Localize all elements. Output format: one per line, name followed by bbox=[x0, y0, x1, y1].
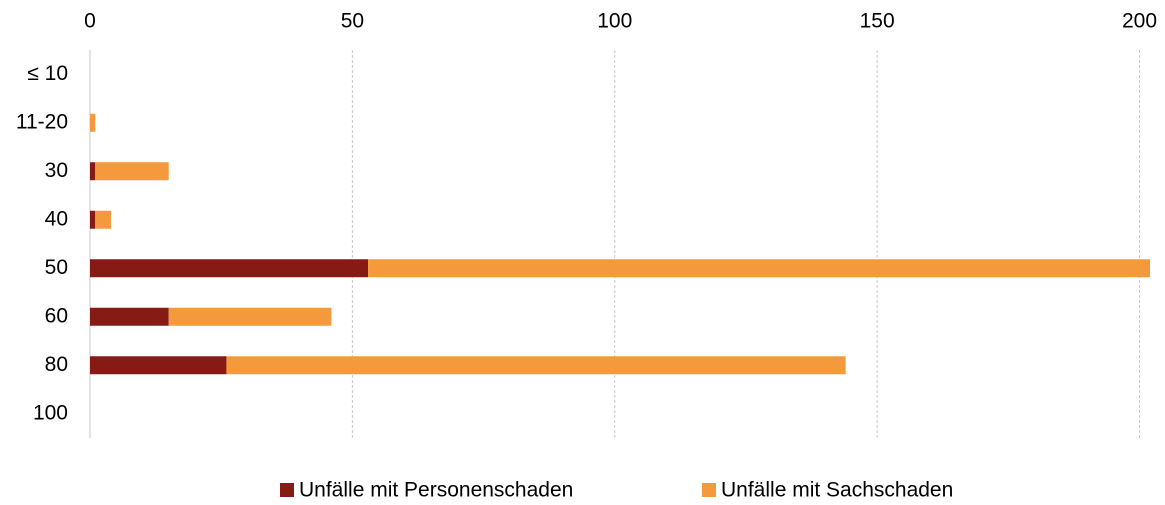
bar-segment bbox=[95, 210, 111, 229]
bar-segment bbox=[90, 113, 96, 132]
y-tick-label: 30 bbox=[45, 159, 68, 182]
x-tick-label: 50 bbox=[341, 10, 364, 33]
x-tick-label: 100 bbox=[597, 10, 632, 33]
bar-segment bbox=[368, 259, 1151, 278]
legend-swatch bbox=[702, 483, 716, 497]
y-tick-label: 50 bbox=[45, 256, 68, 279]
bar-segment bbox=[90, 259, 369, 278]
y-tick-label: 80 bbox=[45, 353, 68, 376]
bar-segment bbox=[90, 356, 227, 375]
bar-segment bbox=[168, 307, 332, 326]
bar-segment bbox=[90, 307, 169, 326]
bar-segment bbox=[95, 162, 169, 181]
x-tick-label: 200 bbox=[1122, 10, 1157, 33]
bar-segment bbox=[90, 162, 96, 181]
legend-label: Unfälle mit Sachschaden bbox=[721, 479, 953, 502]
y-tick-label: ≤ 10 bbox=[27, 62, 68, 85]
x-tick-label: 0 bbox=[84, 10, 96, 33]
legend-label: Unfälle mit Personenschaden bbox=[299, 479, 573, 502]
bar-segment bbox=[90, 210, 96, 229]
y-tick-label: 60 bbox=[45, 304, 68, 327]
x-tick-label: 150 bbox=[860, 10, 895, 33]
legend-swatch bbox=[280, 483, 294, 497]
bar-segment bbox=[226, 356, 846, 375]
y-tick-label: 100 bbox=[33, 401, 68, 424]
y-tick-label: 40 bbox=[45, 207, 68, 230]
y-tick-label: 11-20 bbox=[16, 110, 68, 133]
